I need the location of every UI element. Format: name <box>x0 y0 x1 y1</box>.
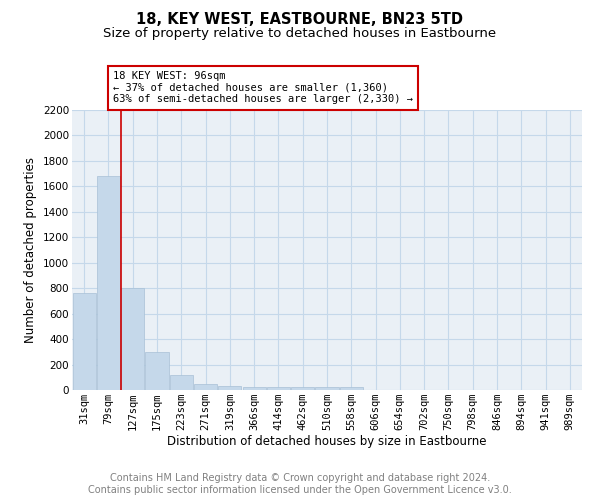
Bar <box>121 288 144 390</box>
Text: 18, KEY WEST, EASTBOURNE, BN23 5TD: 18, KEY WEST, EASTBOURNE, BN23 5TD <box>137 12 464 28</box>
Text: Size of property relative to detached houses in Eastbourne: Size of property relative to detached ho… <box>103 28 497 40</box>
Bar <box>194 384 217 390</box>
Bar <box>218 386 241 390</box>
Bar <box>73 294 95 390</box>
Bar <box>340 388 363 390</box>
Bar <box>316 388 338 390</box>
Y-axis label: Number of detached properties: Number of detached properties <box>25 157 37 343</box>
Text: 18 KEY WEST: 96sqm
← 37% of detached houses are smaller (1,360)
63% of semi-deta: 18 KEY WEST: 96sqm ← 37% of detached hou… <box>113 71 413 104</box>
Bar <box>170 376 193 390</box>
Bar <box>291 388 314 390</box>
Bar <box>97 176 120 390</box>
Text: Distribution of detached houses by size in Eastbourne: Distribution of detached houses by size … <box>167 435 487 448</box>
Bar <box>242 387 266 390</box>
Bar <box>267 388 290 390</box>
Text: Contains HM Land Registry data © Crown copyright and database right 2024.
Contai: Contains HM Land Registry data © Crown c… <box>88 474 512 495</box>
Bar <box>145 352 169 390</box>
